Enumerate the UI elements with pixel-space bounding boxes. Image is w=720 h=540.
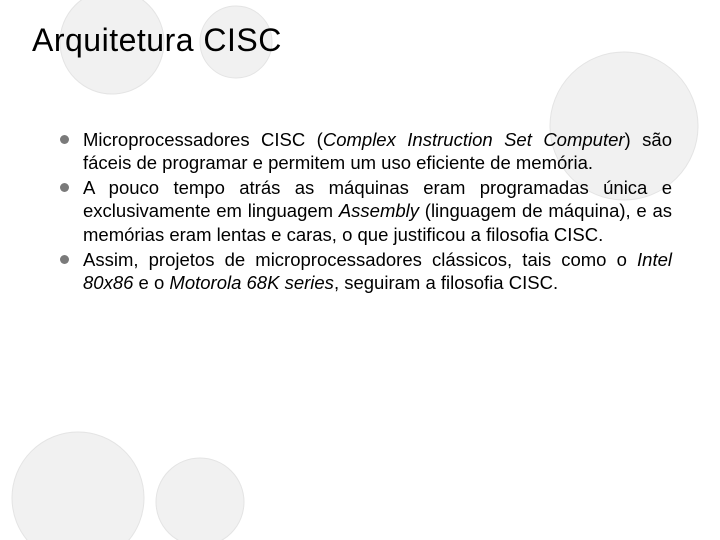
- slide-body: Microprocessadores CISC (Complex Instruc…: [60, 128, 672, 296]
- bullet-item: Assim, projetos de microprocessadores cl…: [60, 248, 672, 294]
- bullet-icon: [60, 135, 69, 144]
- bullet-text: Assim, projetos de microprocessadores cl…: [83, 248, 672, 294]
- bullet-text: A pouco tempo atrás as máquinas eram pro…: [83, 176, 672, 245]
- bullet-item: Microprocessadores CISC (Complex Instruc…: [60, 128, 672, 174]
- slide-title: Arquitetura CISC: [32, 22, 282, 59]
- bullet-icon: [60, 255, 69, 264]
- bullet-item: A pouco tempo atrás as máquinas eram pro…: [60, 176, 672, 245]
- bullet-text: Microprocessadores CISC (Complex Instruc…: [83, 128, 672, 174]
- bullet-icon: [60, 183, 69, 192]
